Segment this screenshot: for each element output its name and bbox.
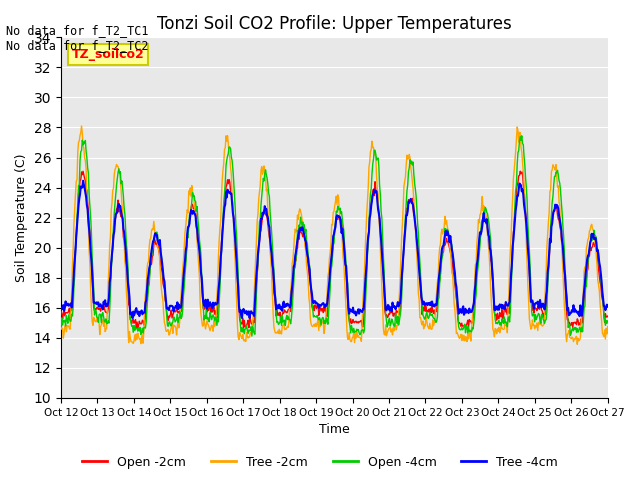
Legend: Open -2cm, Tree -2cm, Open -4cm, Tree -4cm: Open -2cm, Tree -2cm, Open -4cm, Tree -4… [77, 451, 563, 474]
Text: No data for f_T2_TC1
No data for f_T2_TC2: No data for f_T2_TC1 No data for f_T2_TC… [6, 24, 149, 52]
Title: Tonzi Soil CO2 Profile: Upper Temperatures: Tonzi Soil CO2 Profile: Upper Temperatur… [157, 15, 512, 33]
Text: TZ_soilco2: TZ_soilco2 [72, 48, 145, 61]
Y-axis label: Soil Temperature (C): Soil Temperature (C) [15, 154, 28, 282]
X-axis label: Time: Time [319, 423, 349, 436]
